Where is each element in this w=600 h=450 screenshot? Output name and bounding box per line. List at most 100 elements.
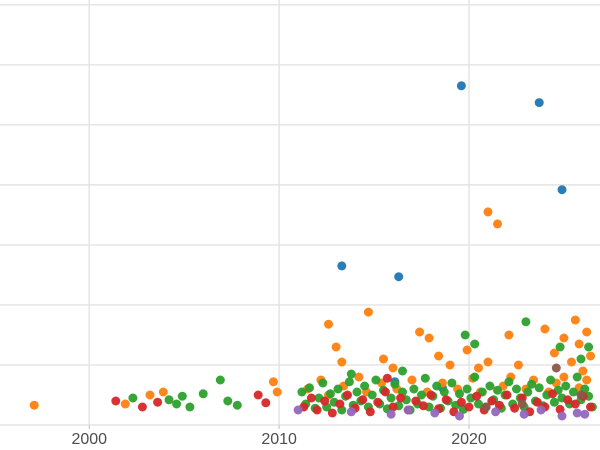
data-point-orange — [462, 345, 472, 355]
data-point-orange — [513, 360, 523, 370]
data-point-blue — [456, 81, 466, 91]
data-point-green — [305, 383, 314, 393]
data-point-orange — [582, 375, 592, 385]
data-point-orange — [424, 333, 434, 343]
data-point-red — [494, 400, 504, 410]
data-point-purple — [403, 405, 413, 415]
data-point-green — [367, 390, 377, 400]
data-point-red — [382, 373, 392, 383]
data-point-red — [365, 407, 375, 417]
data-point-blue — [394, 272, 404, 282]
data-point-orange — [434, 351, 444, 361]
data-point-orange — [559, 333, 569, 343]
data-point-green — [352, 387, 362, 397]
data-point-green — [534, 383, 544, 393]
x-axis-tick-label: 2000 — [71, 431, 107, 448]
data-point-red — [411, 396, 421, 406]
data-point-red — [373, 397, 383, 407]
data-point-blue — [557, 185, 567, 195]
data-point-green — [439, 387, 449, 397]
data-point-orange — [388, 363, 398, 373]
data-point-red — [380, 387, 390, 397]
data-point-orange — [445, 360, 455, 370]
data-point-red — [253, 390, 263, 400]
data-point-orange — [582, 327, 592, 337]
data-point-green — [470, 372, 480, 382]
data-point-red — [548, 389, 557, 399]
data-point-green — [555, 342, 565, 352]
data-point-red — [563, 395, 573, 405]
data-point-orange — [483, 207, 493, 217]
data-point-orange — [549, 348, 559, 358]
data-point-green — [527, 379, 537, 389]
data-point-green — [386, 393, 396, 403]
data-point-purple — [455, 411, 464, 421]
data-point-green — [409, 384, 419, 394]
data-point-purple — [519, 409, 529, 419]
data-point-orange — [415, 327, 425, 337]
data-point-orange — [379, 354, 388, 364]
data-point-orange — [540, 324, 550, 334]
data-point-green — [462, 384, 472, 394]
data-point-brown — [551, 363, 561, 373]
data-point-red — [320, 396, 330, 406]
data-point-green — [549, 397, 559, 407]
data-point-green — [390, 379, 400, 389]
data-point-red — [426, 390, 436, 400]
data-point-purple — [386, 409, 396, 419]
data-point-green — [504, 377, 514, 387]
data-point-green — [164, 395, 174, 405]
data-point-brown — [576, 390, 586, 400]
data-point-green — [576, 354, 586, 364]
data-point-red — [388, 402, 398, 412]
data-point-green — [460, 330, 470, 340]
data-point-green — [398, 366, 407, 376]
data-point-orange — [158, 387, 168, 397]
data-point-orange — [407, 375, 417, 385]
data-point-orange — [268, 377, 278, 387]
data-point-purple — [430, 408, 440, 418]
data-point-green — [325, 389, 335, 399]
data-point-orange — [559, 372, 569, 382]
data-point-green — [474, 399, 483, 409]
data-point-orange — [570, 315, 580, 325]
data-point-orange — [474, 363, 483, 373]
data-point-green — [470, 339, 480, 349]
data-point-green — [297, 387, 307, 397]
data-point-orange — [145, 390, 155, 400]
data-point-red — [358, 395, 368, 405]
data-point-green — [420, 373, 430, 383]
data-point-orange — [574, 339, 584, 349]
data-point-orange — [354, 372, 364, 382]
x-axis-tick-label: 2010 — [261, 431, 297, 448]
data-point-green — [223, 396, 233, 406]
data-point-green — [521, 317, 531, 327]
data-point-brown — [517, 399, 527, 409]
data-point-orange — [567, 357, 576, 367]
data-point-purple — [536, 405, 546, 415]
data-point-purple — [572, 408, 582, 418]
data-point-red — [111, 396, 121, 406]
data-point-green — [232, 400, 242, 410]
data-point-red — [327, 408, 337, 418]
data-point-purple — [293, 405, 303, 415]
data-point-orange — [578, 366, 588, 376]
data-point-green — [512, 384, 521, 394]
data-point-green — [346, 369, 356, 379]
data-point-brown — [481, 402, 491, 412]
data-point-orange — [493, 219, 502, 229]
data-point-red — [418, 401, 428, 411]
data-point-red — [570, 399, 580, 409]
data-point-red — [464, 402, 474, 412]
data-point-green — [523, 387, 533, 397]
data-point-red — [261, 398, 271, 408]
data-point-red — [586, 402, 595, 412]
data-point-green — [485, 381, 495, 391]
data-point-green — [344, 377, 354, 387]
data-point-red — [532, 397, 542, 407]
data-point-green — [172, 399, 182, 409]
data-point-orange — [586, 351, 595, 361]
data-point-red — [456, 397, 466, 407]
data-point-red — [510, 403, 520, 413]
data-point-purple — [491, 407, 501, 417]
